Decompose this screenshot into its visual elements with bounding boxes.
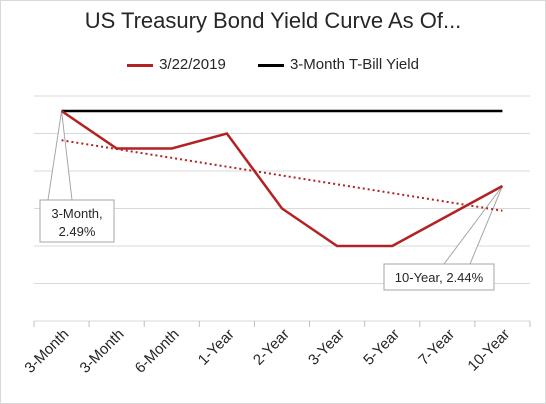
legend-swatch-series-1 [257,63,284,67]
legend: 3/22/2019 3-Month T-Bill Yield [0,56,546,73]
legend-label-series-1: 3-Month T-Bill Yield [289,56,419,73]
chart-title: US Treasury Bond Yield Curve As Of... [84,8,462,33]
series-line-3-22-2019 [60,109,504,248]
callout-leader [47,110,73,201]
callout-box [39,199,115,243]
x-tick-label: 7-Year [415,326,458,369]
callout-label: 10-Year, 2.44% [395,270,484,285]
x-tick-label: 3-Month [21,326,72,377]
legend-swatch-series-0 [127,63,154,67]
callout-label: 3-Month, [51,206,102,221]
legend-label-series-0: 3/22/2019 [159,56,226,73]
x-tick-label: 3-Year [305,326,348,369]
legend-item-series-0: 3/22/2019 [127,56,226,73]
x-tick-label: 1-Year [195,326,238,369]
x-tick-label: 10-Year [464,326,513,375]
x-tick-label: 6-Month [132,326,183,377]
legend-item-series-1: 3-Month T-Bill Yield [257,56,419,73]
callout-label: 2.49% [59,224,96,239]
x-tick-label: 2-Year [250,326,293,369]
trendline [61,139,503,212]
x-tick-label: 3-Month [77,326,128,377]
callout-leader [443,185,503,265]
callout-box [383,263,495,291]
x-tick-label: 5-Year [360,326,403,369]
